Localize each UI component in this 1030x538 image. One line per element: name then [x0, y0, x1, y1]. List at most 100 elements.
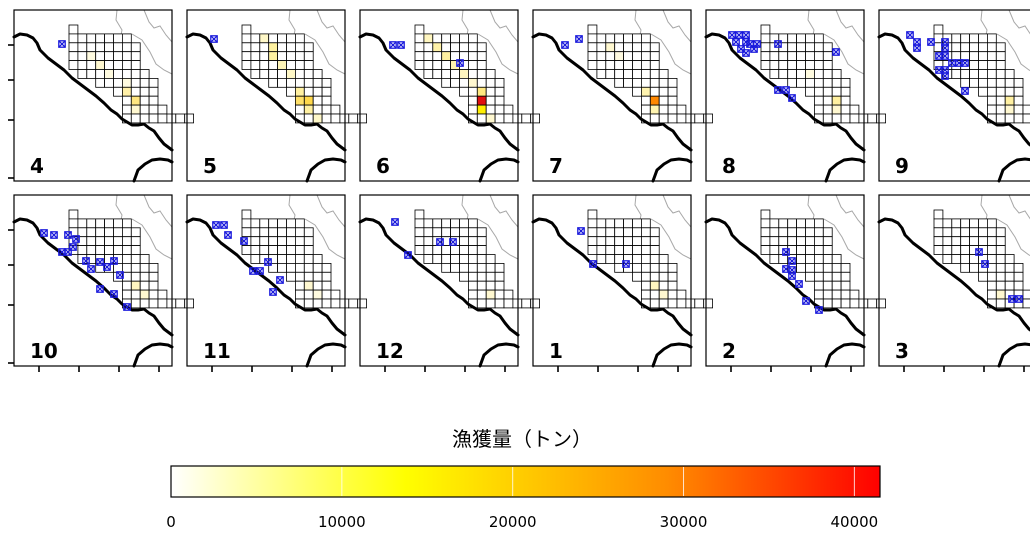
grid-cell — [423, 218, 434, 229]
grid-cell — [641, 280, 651, 291]
grid-cell — [814, 254, 824, 264]
river-line — [477, 218, 519, 260]
grid-cell — [476, 271, 487, 282]
grid-cell — [769, 69, 780, 79]
grid-cell — [295, 51, 305, 62]
grid-cell — [104, 69, 114, 79]
grid-cell — [250, 218, 261, 229]
grid-cell — [468, 263, 478, 273]
grid-cell — [303, 245, 314, 255]
grid-cell — [432, 51, 443, 62]
grid-cell — [831, 263, 842, 273]
grid-cell — [268, 42, 278, 53]
grid-cell — [667, 280, 678, 291]
grid-cell — [277, 60, 287, 70]
grid-cell — [321, 298, 332, 309]
grid-cell — [685, 113, 696, 124]
grid-cell — [1022, 298, 1030, 309]
legend-tick-label: 30000 — [660, 513, 708, 531]
grid-cell — [113, 42, 123, 53]
grid-cell — [476, 298, 487, 309]
grid-cell — [312, 104, 323, 115]
grid-cell — [987, 218, 997, 229]
grid-cell — [876, 113, 886, 124]
grid-cell — [614, 60, 624, 70]
grid-cell — [277, 78, 287, 88]
grid-cell — [130, 271, 141, 282]
grid-cell — [667, 78, 678, 88]
grid-cell — [122, 60, 132, 70]
grid-cell — [148, 86, 159, 97]
no-catch-marker — [575, 35, 583, 43]
grid-cell — [414, 227, 425, 238]
grid-cell — [995, 280, 1006, 291]
grid-cell — [605, 69, 616, 79]
grid-cell — [295, 227, 305, 238]
grid-cell — [312, 298, 323, 309]
grid-cell — [303, 51, 314, 62]
grid-cell — [703, 113, 713, 124]
grid-cell — [987, 95, 997, 106]
grid-cell — [969, 263, 979, 273]
panel-frame — [13, 194, 173, 367]
grid-cell — [831, 78, 842, 88]
grid-cell — [876, 298, 886, 309]
river-line — [131, 33, 173, 75]
grid-cell — [778, 227, 789, 238]
map-panel-1: 1 — [531, 194, 713, 372]
color-legend: 漁獲量（トン） 0 10000 20000 30000 40000 — [166, 427, 881, 531]
grid-cell — [476, 51, 487, 62]
grid-cell — [796, 263, 806, 273]
grid-cell — [1013, 280, 1024, 291]
grid-cell — [769, 227, 780, 238]
grid-cell — [459, 69, 469, 79]
grid-cell — [614, 69, 624, 79]
grid-cell — [995, 254, 1006, 264]
grid-cell — [139, 78, 150, 88]
grid-cell — [277, 245, 287, 255]
grid-cell — [295, 78, 305, 88]
no-catch-marker — [72, 235, 80, 243]
grid-cell — [587, 33, 598, 44]
grid-cell — [68, 42, 79, 53]
coastline — [704, 32, 866, 152]
panel-frame — [878, 9, 1030, 182]
grid-cell — [969, 42, 979, 53]
coastline — [185, 32, 347, 152]
grid-cell — [641, 245, 651, 255]
grid-cell — [796, 78, 806, 88]
grid-cell — [632, 236, 642, 247]
grid-cell — [277, 227, 287, 238]
grid-cell — [432, 218, 443, 229]
grid-cell — [596, 60, 607, 70]
grid-cell — [787, 227, 797, 238]
grid-cell — [148, 298, 159, 309]
grid-cell — [649, 51, 660, 62]
grid-cell — [987, 42, 997, 53]
grid-cell — [969, 33, 979, 44]
grid-cell — [268, 60, 278, 70]
grid-cell — [840, 289, 851, 300]
no-catch-marker — [64, 248, 72, 256]
no-catch-marker — [561, 41, 569, 49]
grid-cell — [814, 69, 824, 79]
grid-cell — [295, 289, 305, 300]
grid-cell — [995, 271, 1006, 282]
grid-cell — [414, 51, 425, 62]
grid-cell — [605, 42, 616, 53]
grid-cell — [769, 60, 780, 70]
grid-cell — [987, 236, 997, 247]
no-catch-marker — [256, 267, 264, 275]
coastline-south — [651, 157, 693, 183]
grid-cell — [86, 33, 97, 44]
grid-cell — [122, 218, 132, 229]
grid-cell — [286, 236, 296, 247]
grid-cell — [241, 51, 252, 62]
grid-cell — [485, 78, 496, 88]
grid-cell — [130, 113, 141, 124]
grid-cell — [494, 113, 505, 124]
grid-cell — [805, 78, 815, 88]
grid-cell — [130, 69, 141, 79]
river-line — [996, 33, 1030, 72]
grid-cell — [476, 69, 487, 79]
